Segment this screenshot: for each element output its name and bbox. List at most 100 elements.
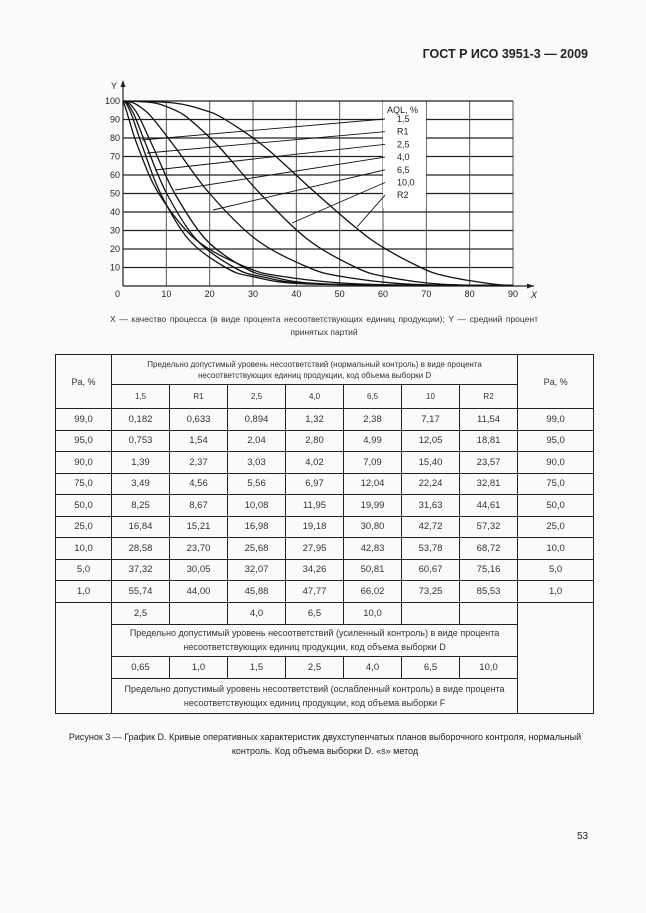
- tightened-cell: [169, 601, 228, 625]
- table-cell: 95,0: [517, 429, 595, 452]
- table-cell: 37,32: [111, 558, 170, 581]
- table-cell: 0,182: [111, 408, 170, 431]
- table-cell: 1,39: [111, 451, 170, 474]
- table-cell: 99,0: [517, 408, 595, 431]
- table-cell: 2,04: [227, 429, 286, 452]
- x-tick-label: 90: [508, 289, 518, 299]
- empty-cell: [55, 601, 112, 714]
- axis-caption: X — качество процесса (в виде процента н…: [110, 314, 538, 337]
- table-cell: 11,54: [458, 408, 519, 431]
- table-cell: 31,63: [401, 494, 460, 517]
- reduced-cell: 1,5: [227, 655, 286, 679]
- y-axis-arrow: [120, 80, 126, 87]
- table-cell: 3,49: [111, 472, 170, 495]
- legend-label: 10,0: [397, 178, 415, 188]
- legend-label: 2,5: [397, 139, 410, 149]
- table-cell: 90,0: [55, 451, 112, 474]
- table-cell: 50,0: [55, 494, 112, 517]
- table-row: 75,0 3,49 4,56 5,56 6,97 12,04 22,24 32,81 75,0: [55, 472, 595, 495]
- table-cell: 44,61: [458, 494, 519, 517]
- table-cell: 0,894: [227, 408, 286, 431]
- reduced-cell: 2,5: [285, 655, 344, 679]
- reduced-cell: 10,0: [458, 655, 519, 679]
- tightened-cell: 10,0: [343, 601, 402, 625]
- y-tick-label: 70: [110, 152, 120, 162]
- normal-header: Предельно допустимый уровень несоответст…: [110, 354, 519, 385]
- column-header: 2,5: [227, 384, 286, 409]
- table-cell: 60,67: [401, 558, 460, 581]
- table-cell: 5,0: [55, 558, 112, 581]
- oc-curve-3: [122, 100, 514, 287]
- table-cell: 22,24: [401, 472, 460, 495]
- legend-label: 6,5: [397, 165, 410, 175]
- table-row: 99,0 0,182 0,633 0,894 1,32 2,38 7,17 11,54 99,0: [55, 408, 595, 431]
- oc-curve-4: [122, 100, 514, 287]
- table-cell: 12,05: [401, 429, 460, 452]
- x-tick-label: 30: [248, 289, 258, 299]
- standard-header: ГОСТ Р ИСО 3951-3 — 2009: [422, 47, 588, 61]
- y-tick-label: 20: [110, 244, 120, 254]
- table-cell: 2,37: [169, 451, 228, 474]
- table-cell: 10,0: [517, 537, 595, 560]
- table-cell: 11,95: [285, 494, 344, 517]
- leader-line: [146, 131, 386, 154]
- x-tick-label: 10: [161, 289, 171, 299]
- table-row: 25,0 16,84 15,21 16,98 19,18 30,80 42,72 57,32 2…: [55, 515, 595, 538]
- x-tick-label: 60: [378, 289, 388, 299]
- table-cell: 1,54: [169, 429, 228, 452]
- table-cell: 12,04: [343, 472, 402, 495]
- table-cell: 1,0: [517, 580, 595, 603]
- table-cell: 44,00: [169, 580, 228, 603]
- table-cell: 55,74: [111, 580, 170, 603]
- y-tick-label: 100: [105, 96, 120, 106]
- table-cell: 1,0: [55, 580, 112, 603]
- reduced-header: Предельно допустимый уровень несоответст…: [110, 677, 519, 714]
- leader-line: [154, 143, 386, 171]
- tightened-header: Предельно допустимый уровень несоответст…: [110, 623, 519, 657]
- tightened-cell: [458, 601, 519, 625]
- table-cell: 75,0: [517, 472, 595, 495]
- table-cell: 8,25: [111, 494, 170, 517]
- x-axis-arrow: [527, 283, 534, 289]
- table-cell: 16,98: [227, 515, 286, 538]
- x-tick-label: 20: [205, 289, 215, 299]
- table-row: 95,0 0,753 1,54 2,04 2,80 4,99 12,05 18,81 95,0: [55, 429, 595, 452]
- table-row: 1,0 55,74 44,00 45,88 47,77 66,02 73,25 85,53 1,…: [55, 580, 595, 603]
- column-header: R2: [458, 384, 519, 409]
- oc-curve-6: [122, 100, 514, 287]
- table-cell: 5,0: [517, 558, 595, 581]
- table-cell: 45,88: [227, 580, 286, 603]
- y-tick-label: 30: [110, 226, 120, 236]
- table-cell: 8,67: [169, 494, 228, 517]
- table-cell: 18,81: [458, 429, 519, 452]
- y-axis-label: Y: [111, 81, 117, 91]
- table-cell: 4,56: [169, 472, 228, 495]
- table-cell: 85,53: [458, 580, 519, 603]
- table-cell: 30,80: [343, 515, 402, 538]
- table-cell: 50,0: [517, 494, 595, 517]
- tightened-cell: 4,0: [227, 601, 286, 625]
- table-cell: 1,32: [285, 408, 344, 431]
- column-header: 1,5: [111, 384, 170, 409]
- x-tick-label: 70: [421, 289, 431, 299]
- table-cell: 57,32: [458, 515, 519, 538]
- tightened-cell: 6,5: [285, 601, 344, 625]
- y-tick-label: 90: [110, 115, 120, 125]
- column-header: 10: [401, 384, 460, 409]
- table-cell: 25,0: [55, 515, 112, 538]
- figure-caption: Рисунок 3 — График D. Кривые оперативных…: [68, 732, 582, 756]
- legend-title: AQL, %: [387, 105, 418, 115]
- y-tick-label: 80: [110, 133, 120, 143]
- table-cell: 0,753: [111, 429, 170, 452]
- table-cell: 23,70: [169, 537, 228, 560]
- table-cell: 10,08: [227, 494, 286, 517]
- table-cell: 19,99: [343, 494, 402, 517]
- table-cell: 28,58: [111, 537, 170, 560]
- table-cell: 68,72: [458, 537, 519, 560]
- table-row: 5,0 37,32 30,05 32,07 34,26 50,81 60,67 75,16 5,…: [55, 558, 595, 581]
- y-tick-label: 40: [110, 207, 120, 217]
- legend-label: R1: [397, 127, 409, 137]
- table-row: 90,0 1,39 2,37 3,03 4,02 7,09 15,40 23,57 90,0: [55, 451, 595, 474]
- empty-cell: [517, 601, 595, 714]
